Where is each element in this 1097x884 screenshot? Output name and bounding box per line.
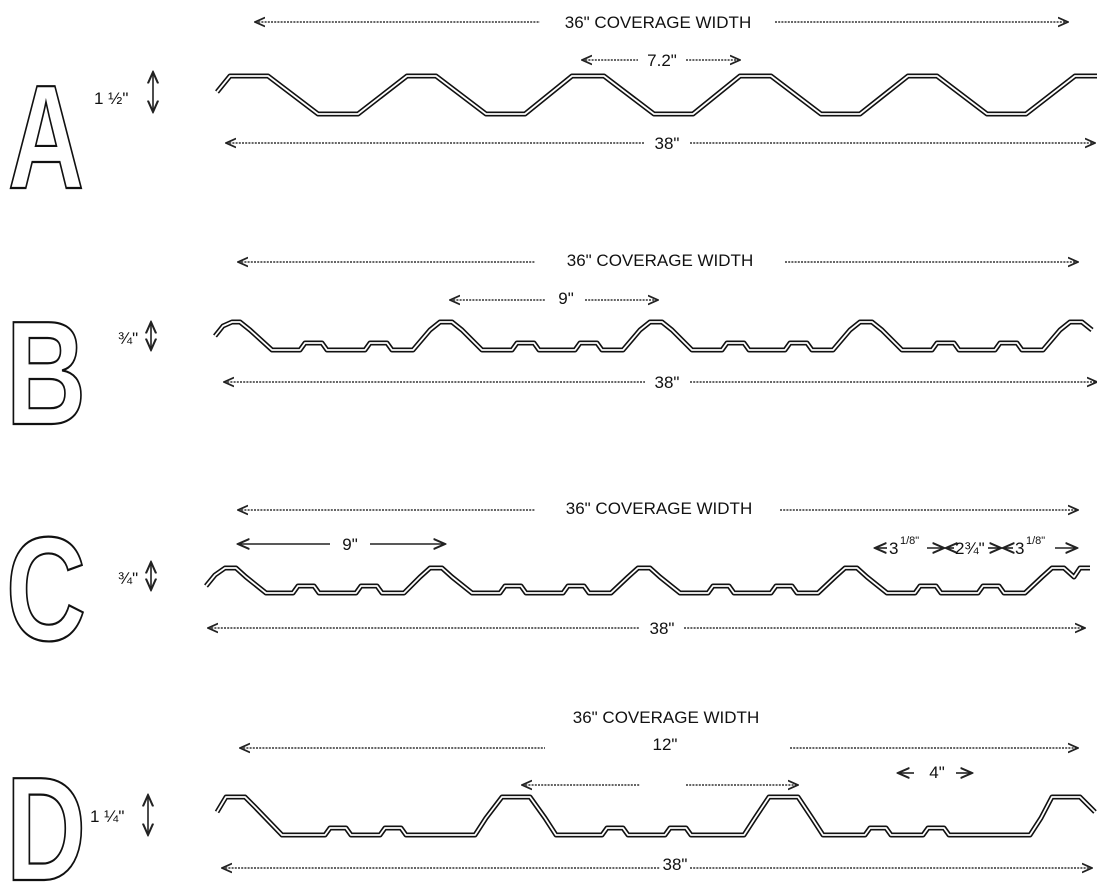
panel-a-coverage-label: 36" COVERAGE WIDTH <box>565 13 751 32</box>
panel-c-pitch-label: 9" <box>342 535 358 554</box>
panel-a: A 36" COVERAGE WIDTH 7.2" 1 ½" 38" <box>7 13 1097 221</box>
panel-c-segment-last-sup: 1/8" <box>1026 535 1045 547</box>
panel-c-width-label: 38" <box>650 619 675 638</box>
panel-a-height-label: 1 ½" <box>94 89 128 108</box>
panel-b-coverage-label: 36" COVERAGE WIDTH <box>567 251 753 270</box>
panel-c-coverage-label: 36" COVERAGE WIDTH <box>566 499 752 518</box>
panel-b: B 36" COVERAGE WIDTH 9" ¾" 38" <box>5 251 1097 457</box>
panel-d-letter: D <box>6 747 86 884</box>
panel-d: D 36" COVERAGE WIDTH 12" 4" 1 ¼" 38" <box>5 708 1097 884</box>
panel-c-letter: C <box>6 507 86 672</box>
panel-d-profile <box>214 794 1097 838</box>
panel-b-height-label: ¾" <box>118 329 138 348</box>
panel-c-segment-middle: 2¾" <box>955 539 985 558</box>
panel-b-width-label: 38" <box>655 373 680 392</box>
panel-d-pitch-label: 12" <box>653 735 678 754</box>
panel-c-segment-first-sup: 1/8" <box>900 535 919 547</box>
panel-c-profile <box>204 565 1090 596</box>
panel-d-width-label: 38" <box>663 855 688 874</box>
panel-c-height-label: ¾" <box>118 569 138 588</box>
panel-c-segment-last: 3 <box>1015 539 1024 558</box>
panel-a-pitch-label: 7.2" <box>647 51 677 70</box>
panel-d-height-label: 1 ¼" <box>90 807 124 826</box>
panel-a-profile <box>215 73 1097 117</box>
panel-b-profile <box>213 319 1094 353</box>
panel-a-letter: A <box>8 55 84 220</box>
panel-b-letter: B <box>6 291 86 456</box>
panel-d-coverage-label: 36" COVERAGE WIDTH <box>573 708 759 727</box>
panel-a-width-label: 38" <box>655 134 680 153</box>
panel-d-rib-label: 4" <box>929 763 945 782</box>
panel-c: C 36" COVERAGE WIDTH 9" 3 1/8" 2¾" 3 1/8… <box>5 499 1090 673</box>
panel-c-segment-first: 3 <box>889 539 898 558</box>
panel-b-pitch-label: 9" <box>558 289 574 308</box>
panel-c-segment-dimensions: 3 1/8" 2¾" 3 1/8" <box>875 535 1077 558</box>
